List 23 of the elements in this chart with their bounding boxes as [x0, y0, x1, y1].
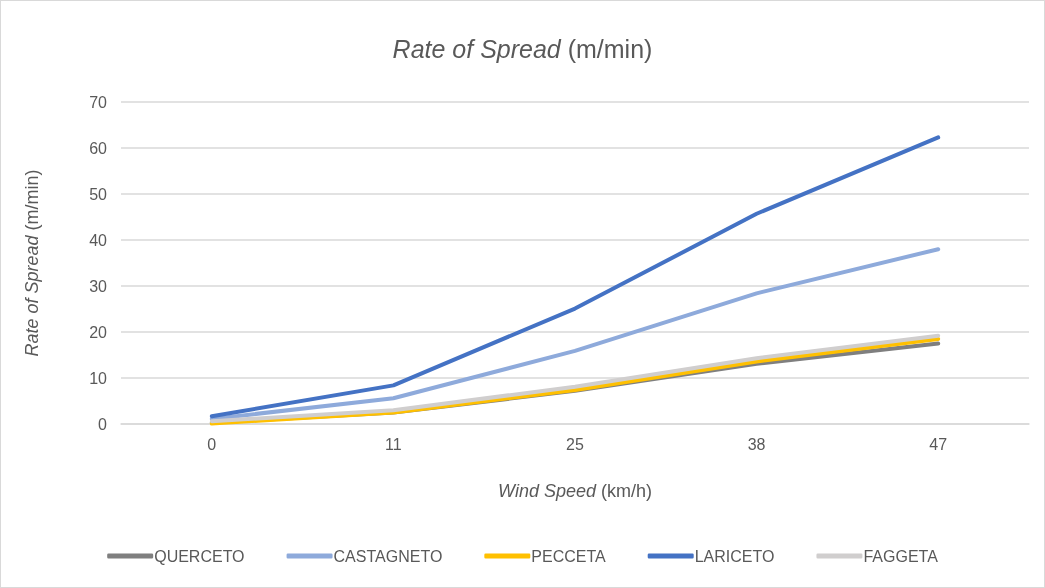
legend-label: CASTAGNETO	[333, 547, 443, 565]
x-axis-title: Wind Speed (km/h)	[498, 481, 652, 501]
x-tick-label: 11	[385, 435, 402, 453]
legend-label: QUERCETO	[154, 547, 245, 565]
legend-label: PECCETA	[531, 547, 607, 565]
line-series	[209, 247, 941, 421]
x-tick-label: 25	[566, 435, 584, 453]
y-tick-label: 40	[89, 231, 108, 249]
x-tick-label: 47	[929, 435, 948, 453]
y-tick-label: 50	[89, 185, 108, 203]
y-tick-label: 10	[89, 369, 108, 387]
x-tick-label: 38	[747, 435, 766, 453]
y-tick-label: 60	[89, 139, 108, 157]
y-tick-label: 30	[89, 277, 108, 295]
legend-label: FAGGETA	[863, 547, 939, 565]
y-axis-title: Rate of Spread (m/min)	[22, 169, 42, 357]
x-tick-label: 0	[207, 435, 217, 453]
chart-title: Rate of Spread (m/min)	[392, 34, 653, 63]
line-series	[209, 135, 941, 419]
y-tick-label: 0	[98, 415, 108, 433]
legend-label: LARICETO	[694, 547, 775, 565]
y-tick-label: 20	[89, 323, 108, 341]
y-tick-label: 70	[89, 93, 108, 111]
